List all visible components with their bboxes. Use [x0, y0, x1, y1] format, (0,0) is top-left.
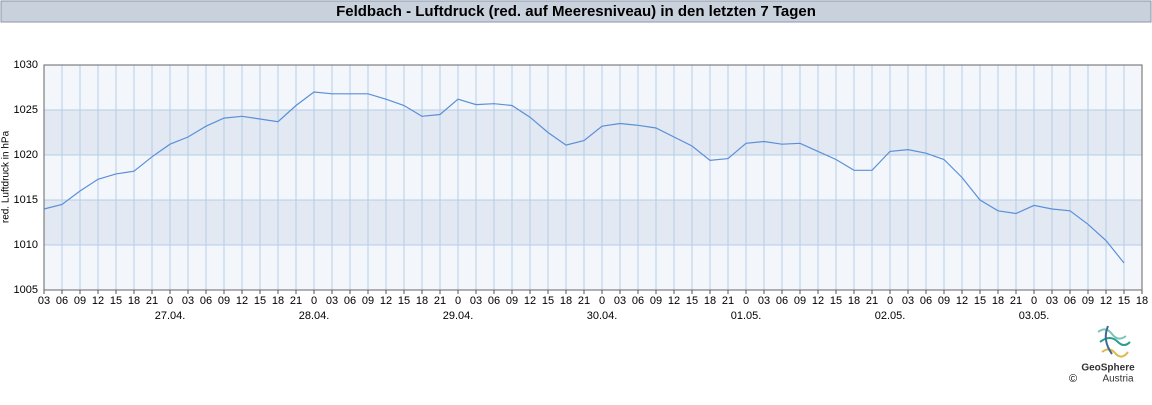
- x-tick-label: 09: [362, 295, 374, 307]
- x-tick-label: 18: [992, 295, 1004, 307]
- x-tick-label: 0: [743, 295, 749, 307]
- date-label: 29.04.: [443, 310, 474, 322]
- x-tick-label: 06: [56, 295, 68, 307]
- x-tick-label: 21: [146, 295, 158, 307]
- x-tick-label: 18: [416, 295, 428, 307]
- x-tick-label: 12: [524, 295, 536, 307]
- logo-icon: [1097, 325, 1131, 358]
- x-tick-label: 18: [1136, 295, 1148, 307]
- x-tick-label: 09: [650, 295, 662, 307]
- x-tick-label: 06: [200, 295, 212, 307]
- x-tick-label: 09: [506, 295, 518, 307]
- x-tick-label: 15: [830, 295, 842, 307]
- x-tick-label: 03: [902, 295, 914, 307]
- x-tick-label: 03: [38, 295, 50, 307]
- title-bar: [0, 0, 1152, 23]
- plot-frame: [43, 64, 1143, 291]
- y-axis-title: red. Luftdruck in hPa: [1, 130, 12, 223]
- date-label: 01.05.: [731, 310, 762, 322]
- y-tick-label: 1010: [14, 239, 38, 251]
- x-tick-label: 0: [599, 295, 605, 307]
- x-tick-label: 12: [236, 295, 248, 307]
- x-tick-label: 09: [1082, 295, 1094, 307]
- x-tick-label: 03: [1046, 295, 1058, 307]
- x-tick-label: 12: [92, 295, 104, 307]
- x-tick-label: 06: [488, 295, 500, 307]
- x-tick-label: 21: [578, 295, 590, 307]
- x-tick-label: 21: [290, 295, 302, 307]
- x-tick-label: 06: [632, 295, 644, 307]
- date-label: 30.04.: [587, 310, 618, 322]
- x-tick-label: 06: [776, 295, 788, 307]
- x-tick-label: 21: [722, 295, 734, 307]
- x-tick-label: 21: [866, 295, 878, 307]
- x-tick-label: 03: [614, 295, 626, 307]
- x-tick-label: 15: [542, 295, 554, 307]
- copyright: ©: [1069, 373, 1077, 385]
- x-tick-label: 12: [812, 295, 824, 307]
- plot-background: [44, 65, 1142, 290]
- y-tick-label: 1015: [14, 194, 38, 206]
- data-line: [43, 91, 1125, 264]
- x-tick-label: 21: [1010, 295, 1022, 307]
- date-label: 27.04.: [155, 310, 186, 322]
- x-tick-label: 03: [758, 295, 770, 307]
- x-tick-label: 0: [887, 295, 893, 307]
- x-tick-label: 15: [1118, 295, 1130, 307]
- x-tick-label: 06: [344, 295, 356, 307]
- x-tick-label: 18: [128, 295, 140, 307]
- x-tick-label: 15: [686, 295, 698, 307]
- x-tick-label: 12: [668, 295, 680, 307]
- x-tick-label: 12: [1100, 295, 1112, 307]
- band: [44, 200, 1142, 245]
- x-tick-label: 06: [1064, 295, 1076, 307]
- x-tick-label: 12: [956, 295, 968, 307]
- y-tick-label: 1020: [14, 149, 38, 161]
- date-label: 03.05.: [1019, 310, 1050, 322]
- x-tick-label: 0: [455, 295, 461, 307]
- x-tick-label: 03: [326, 295, 338, 307]
- x-tick-label: 18: [704, 295, 716, 307]
- x-tick-label: 12: [380, 295, 392, 307]
- x-tick-label: 09: [218, 295, 230, 307]
- x-tick-label: 18: [848, 295, 860, 307]
- x-tick-label: 06: [920, 295, 932, 307]
- logo-sub: Austria: [1102, 374, 1134, 385]
- x-tick-label: 15: [974, 295, 986, 307]
- x-tick-label: 03: [182, 295, 194, 307]
- logo: GeoSphere © Austria: [1069, 325, 1135, 385]
- x-tick-label: 09: [938, 295, 950, 307]
- y-tick-label: 1005: [14, 284, 38, 296]
- x-tick-label: 0: [1031, 295, 1037, 307]
- x-tick-label: 03: [470, 295, 482, 307]
- x-tick-label: 09: [74, 295, 86, 307]
- date-label: 02.05.: [875, 310, 906, 322]
- x-tick-label: 15: [110, 295, 122, 307]
- chart-title: Feldbach - Luftdruck (red. auf Meeresniv…: [336, 3, 816, 20]
- x-tick-label: 15: [398, 295, 410, 307]
- x-tick-label: 15: [254, 295, 266, 307]
- band: [44, 110, 1142, 155]
- logo-name: GeoSphere: [1081, 363, 1135, 374]
- x-tick-label: 18: [560, 295, 572, 307]
- x-tick-label: 0: [311, 295, 317, 307]
- y-tick-label: 1025: [14, 104, 38, 116]
- x-tick-label: 18: [272, 295, 284, 307]
- x-tick-label: 09: [794, 295, 806, 307]
- date-label: 28.04.: [299, 310, 330, 322]
- y-tick-label: 1030: [14, 59, 38, 71]
- x-tick-label: 0: [167, 295, 173, 307]
- x-tick-label: 21: [434, 295, 446, 307]
